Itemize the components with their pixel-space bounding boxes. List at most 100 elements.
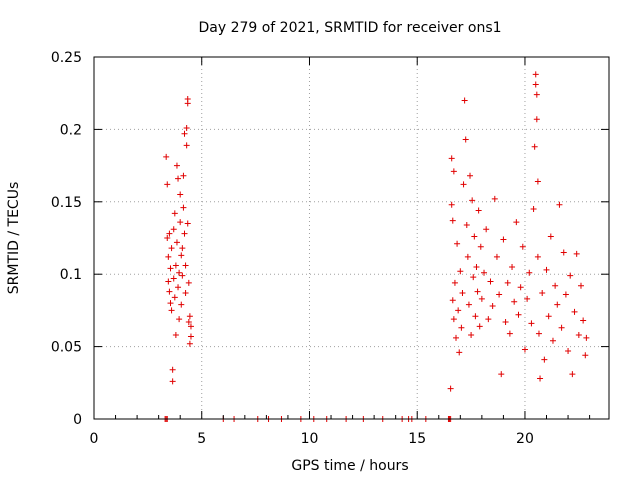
data-point bbox=[539, 290, 546, 297]
data-point bbox=[500, 236, 507, 243]
data-point bbox=[517, 284, 524, 291]
data-point bbox=[481, 269, 488, 276]
data-point bbox=[477, 243, 484, 250]
data-point bbox=[465, 301, 472, 308]
data-point bbox=[569, 371, 576, 378]
data-point bbox=[165, 278, 172, 285]
data-point bbox=[547, 233, 554, 240]
data-point bbox=[524, 295, 531, 302]
data-point bbox=[449, 297, 456, 304]
data-point bbox=[515, 311, 522, 318]
data-point bbox=[461, 97, 468, 104]
data-point bbox=[447, 385, 454, 392]
data-point bbox=[181, 230, 188, 237]
data-point bbox=[449, 217, 456, 224]
data-point bbox=[176, 269, 183, 276]
data-point bbox=[541, 356, 548, 363]
data-points bbox=[162, 71, 590, 422]
data-point bbox=[169, 366, 176, 373]
data-point bbox=[478, 295, 485, 302]
data-point bbox=[184, 100, 191, 107]
data-point bbox=[463, 221, 470, 228]
data-point bbox=[180, 204, 187, 211]
data-point bbox=[532, 81, 539, 88]
data-point bbox=[173, 162, 180, 169]
y-tick-label: 0.25 bbox=[51, 50, 82, 66]
data-point bbox=[556, 201, 563, 208]
x-tick-label: 15 bbox=[408, 431, 426, 447]
y-tick-label: 0 bbox=[73, 412, 82, 428]
data-point bbox=[491, 195, 498, 202]
x-tick-label: 10 bbox=[301, 431, 319, 447]
y-tick-label: 0.1 bbox=[60, 267, 82, 283]
data-point bbox=[506, 330, 513, 337]
data-point bbox=[177, 191, 184, 198]
data-point bbox=[172, 332, 179, 339]
data-point bbox=[530, 206, 537, 213]
data-point bbox=[448, 201, 455, 208]
data-point bbox=[533, 91, 540, 98]
data-point bbox=[582, 352, 589, 359]
data-point bbox=[513, 219, 520, 226]
data-point bbox=[474, 288, 481, 295]
data-point bbox=[182, 262, 189, 269]
data-point bbox=[573, 250, 580, 257]
data-point bbox=[496, 291, 503, 298]
data-point bbox=[456, 349, 463, 356]
data-point bbox=[170, 226, 177, 233]
data-point bbox=[173, 239, 180, 246]
data-point bbox=[176, 316, 183, 323]
data-point bbox=[179, 245, 186, 252]
data-point bbox=[504, 279, 511, 286]
data-point bbox=[165, 253, 172, 260]
data-point bbox=[489, 303, 496, 310]
data-point bbox=[450, 168, 457, 175]
data-point bbox=[528, 320, 535, 327]
data-point bbox=[172, 262, 179, 269]
data-point bbox=[526, 269, 533, 276]
y-tick-label: 0.15 bbox=[51, 195, 82, 211]
data-point bbox=[493, 253, 500, 260]
data-point bbox=[168, 245, 175, 252]
data-point bbox=[577, 282, 584, 289]
data-point bbox=[178, 252, 185, 259]
data-point bbox=[487, 278, 494, 285]
data-point bbox=[476, 323, 483, 330]
data-point bbox=[532, 71, 539, 78]
data-point bbox=[187, 333, 194, 340]
data-point bbox=[170, 275, 177, 282]
data-point bbox=[475, 207, 482, 214]
data-point bbox=[169, 378, 176, 385]
chart-title: Day 279 of 2021, SRMTID for receiver ons… bbox=[198, 20, 501, 36]
data-point bbox=[519, 243, 526, 250]
data-point bbox=[454, 240, 461, 247]
tick-labels: 0 0.05 0.1 0.15 0.2 0.25 0 5 10 15 20 bbox=[51, 50, 534, 447]
data-point bbox=[468, 332, 475, 339]
x-tick-label: 0 bbox=[90, 431, 99, 447]
data-point bbox=[549, 337, 556, 344]
data-point bbox=[459, 290, 466, 297]
data-point bbox=[171, 294, 178, 301]
data-point bbox=[575, 332, 582, 339]
data-point bbox=[511, 298, 518, 305]
data-point bbox=[187, 323, 194, 330]
data-point bbox=[167, 265, 174, 272]
data-point bbox=[565, 347, 572, 354]
data-point bbox=[567, 272, 574, 279]
x-axis-label: GPS time / hours bbox=[291, 458, 408, 474]
data-point bbox=[177, 219, 184, 226]
data-point bbox=[183, 142, 190, 149]
data-point bbox=[554, 301, 561, 308]
data-point bbox=[473, 263, 480, 270]
data-point bbox=[531, 143, 538, 150]
data-point bbox=[448, 155, 455, 162]
y-axis-label: SRMTID / TECUs bbox=[6, 182, 22, 295]
data-point bbox=[543, 266, 550, 273]
data-point bbox=[535, 330, 542, 337]
data-point bbox=[163, 153, 170, 160]
data-point bbox=[450, 316, 457, 323]
data-point bbox=[521, 346, 528, 353]
axis-ticks bbox=[93, 56, 609, 420]
data-point bbox=[571, 308, 578, 315]
